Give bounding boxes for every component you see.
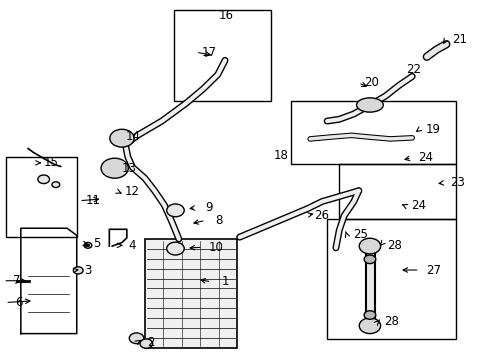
Text: 6: 6 [15,296,22,309]
Circle shape [73,267,83,274]
Text: 14: 14 [126,130,141,143]
Circle shape [364,255,375,264]
Text: 2: 2 [147,336,155,349]
Text: 24: 24 [410,199,425,212]
Bar [290,102,455,164]
Circle shape [129,333,143,343]
Text: 23: 23 [449,176,464,189]
Text: 10: 10 [208,240,224,254]
Circle shape [166,204,184,217]
Text: 13: 13 [121,162,136,175]
Text: 25: 25 [352,228,367,241]
Bar [326,219,455,339]
Text: 7: 7 [13,274,20,287]
Ellipse shape [356,98,383,112]
Bar [174,10,271,102]
Text: 9: 9 [205,201,213,214]
Text: 26: 26 [313,208,328,221]
Text: 8: 8 [215,214,223,227]
Text: 4: 4 [128,239,135,252]
Text: 16: 16 [218,9,233,22]
Text: 24: 24 [417,151,432,165]
Circle shape [84,243,92,248]
Circle shape [364,311,375,319]
Text: 22: 22 [406,63,420,76]
Circle shape [140,339,152,348]
Bar [339,164,455,219]
Text: 3: 3 [83,264,91,277]
Circle shape [359,238,380,254]
Text: 19: 19 [425,123,440,136]
Circle shape [359,318,380,334]
Text: 28: 28 [383,315,398,328]
Text: 27: 27 [425,264,440,276]
Text: 15: 15 [43,156,58,169]
Bar [144,239,237,348]
Text: 20: 20 [364,76,379,89]
Circle shape [38,175,49,184]
Text: 28: 28 [386,239,401,252]
Text: 12: 12 [124,185,139,198]
Bar [6,157,77,237]
Text: 11: 11 [85,194,100,207]
Text: 5: 5 [93,237,101,250]
Circle shape [101,158,128,178]
Circle shape [166,242,184,255]
Circle shape [52,182,60,188]
Text: 17: 17 [202,46,217,59]
Circle shape [110,129,134,147]
Text: 21: 21 [451,33,466,46]
Text: 1: 1 [221,275,228,288]
Text: 18: 18 [273,149,288,162]
